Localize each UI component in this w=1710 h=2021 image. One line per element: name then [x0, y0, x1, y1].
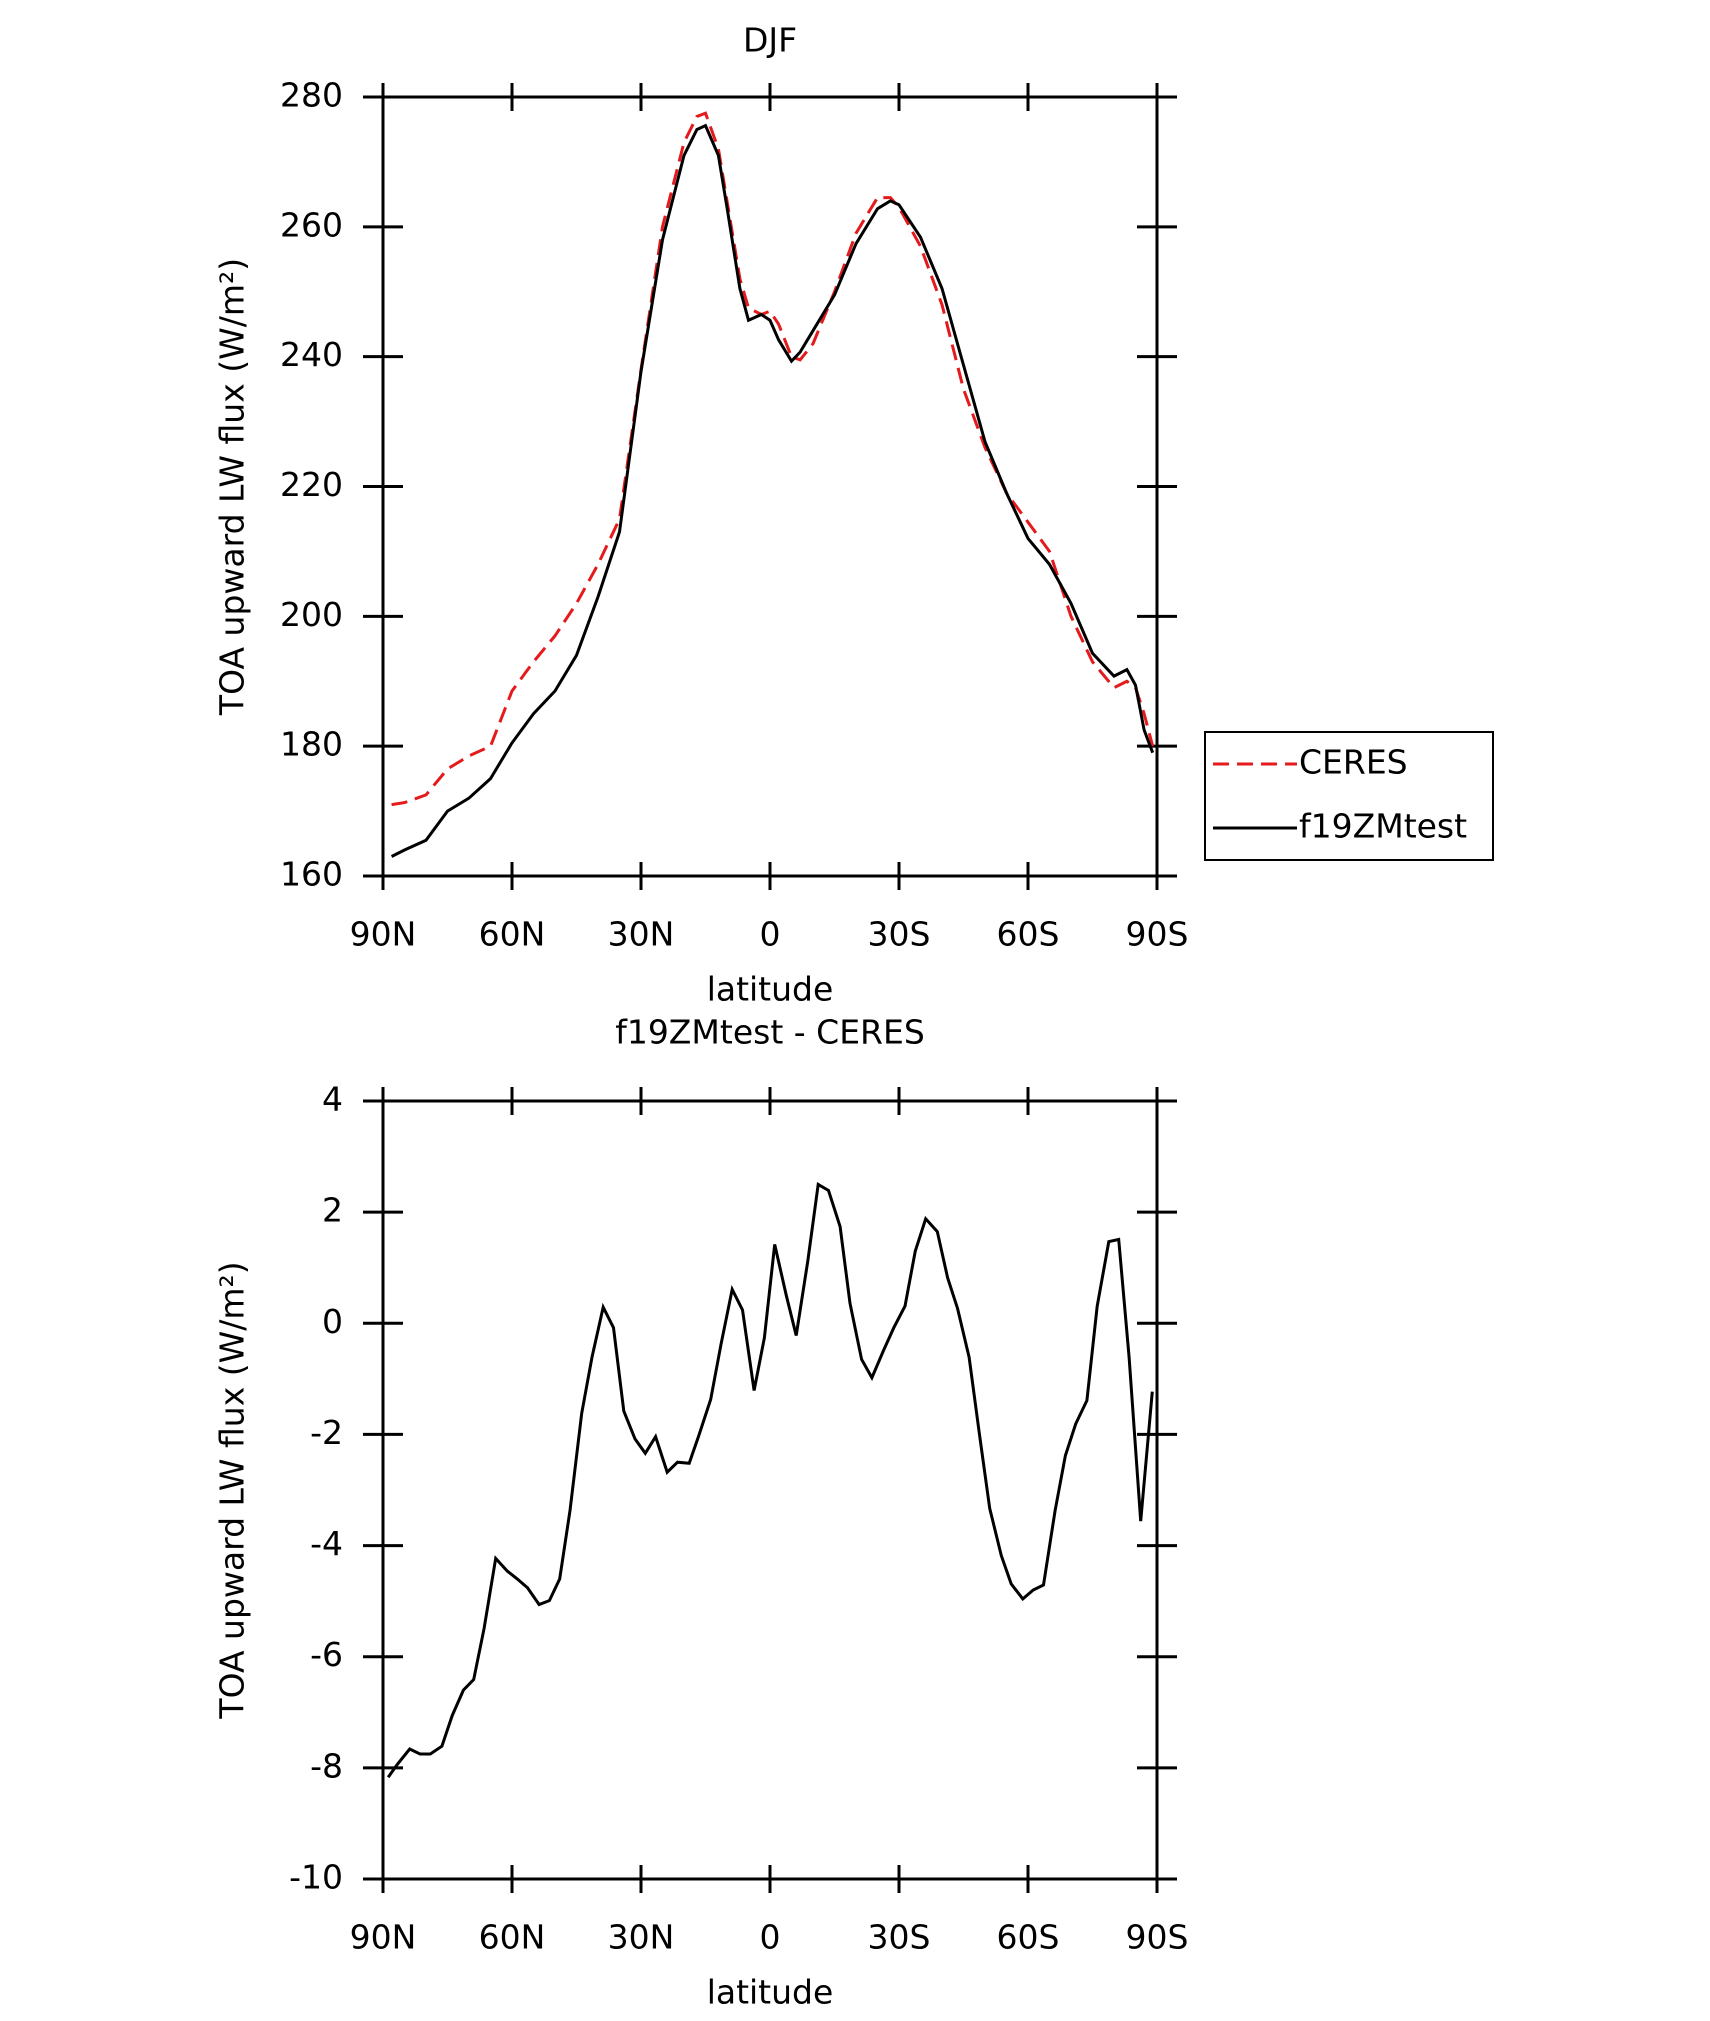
- x-tick-label: 0: [760, 915, 781, 954]
- y-axis-label: TOA upward LW flux (W/m²): [213, 258, 252, 716]
- y-tick-label: -4: [310, 1524, 343, 1563]
- y-tick-label: 4: [322, 1080, 343, 1119]
- x-tick-label: 60N: [479, 1918, 546, 1957]
- x-tick-label: 30S: [868, 915, 931, 954]
- y-tick-label: 2: [322, 1191, 343, 1230]
- plot-frame: [381, 1099, 1159, 1881]
- y-tick-label: -8: [310, 1746, 343, 1785]
- x-axis-label: latitude: [707, 1973, 834, 2012]
- plot-frame: [381, 95, 1159, 878]
- y-tick-label: 260: [280, 205, 343, 244]
- x-tick-label: 90S: [1126, 1918, 1189, 1957]
- chart-title: DJF: [743, 21, 797, 60]
- y-tick-label: -2: [310, 1413, 343, 1452]
- x-tick-label: 60S: [997, 1918, 1060, 1957]
- x-tick-label: 30N: [608, 1918, 675, 1957]
- y-tick-label: 240: [280, 335, 343, 374]
- x-tick-label: 30N: [608, 915, 675, 954]
- y-tick-label: 160: [280, 855, 343, 894]
- x-tick-label: 30S: [868, 1918, 931, 1957]
- y-tick-label: 280: [280, 76, 343, 115]
- legend-label: f19ZMtest: [1299, 807, 1467, 846]
- x-tick-label: 90N: [350, 1918, 417, 1957]
- x-tick-label: 90S: [1126, 915, 1189, 954]
- x-tick-label: 60N: [479, 915, 546, 954]
- y-tick-label: 200: [280, 595, 343, 634]
- x-axis-label: latitude: [707, 970, 834, 1009]
- x-tick-label: 0: [760, 1918, 781, 1957]
- chart-title: f19ZMtest - CERES: [615, 1013, 925, 1052]
- legend-box: [1204, 731, 1494, 861]
- x-tick-label: 60S: [997, 915, 1060, 954]
- y-axis-label: TOA upward LW flux (W/m²): [213, 1261, 252, 1719]
- y-tick-label: 220: [280, 465, 343, 504]
- y-tick-label: 0: [322, 1302, 343, 1341]
- y-tick-label: -10: [289, 1858, 343, 1897]
- data-line: [390, 123, 1155, 858]
- data-line: [391, 111, 1155, 807]
- y-tick-label: 180: [280, 725, 343, 764]
- legend-label: CERES: [1299, 743, 1408, 782]
- y-tick-label: -6: [310, 1635, 343, 1674]
- data-line: [386, 1181, 1154, 1779]
- x-tick-label: 90N: [350, 915, 417, 954]
